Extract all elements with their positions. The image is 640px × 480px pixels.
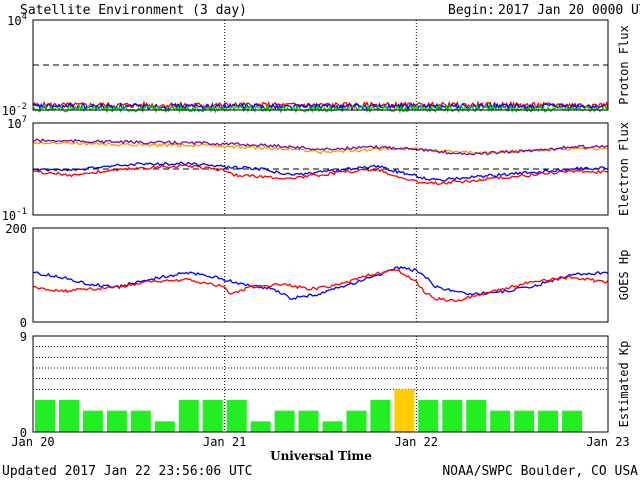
kp-bar [35, 400, 55, 432]
kp-bar [466, 400, 487, 432]
x-tick-label: Jan 22 [395, 435, 438, 449]
series-line [32, 138, 609, 156]
begin-value: 2017 Jan 20 0000 UTC [498, 3, 640, 18]
series-line [32, 266, 609, 301]
y-tick-label: 200 [5, 222, 27, 236]
kp-bar [226, 400, 247, 432]
kp-bar [130, 410, 151, 432]
kp-bar [106, 410, 127, 432]
kp-bar [562, 410, 583, 432]
updated-footer: Updated 2017 Jan 22 23:56:06 UTC [2, 464, 252, 479]
panel-frame [32, 19, 609, 111]
panel-proton-flux: 104 10-2 Proton Flux [2, 12, 631, 118]
y-tick-label: 0 [20, 426, 27, 440]
kp-bar [514, 410, 535, 432]
panel-frame [32, 335, 609, 433]
panel-axis-label: Proton Flux [617, 25, 631, 104]
panel-axis-label: Estimated Kp [617, 341, 631, 428]
x-tick-label: Jan 20 [11, 435, 54, 449]
y-tick-label: 10-1 [2, 207, 27, 223]
kp-bar [322, 421, 343, 432]
kp-bar [442, 400, 463, 432]
panel-axis-label: Electron Flux [617, 122, 631, 216]
kp-bar [154, 421, 175, 432]
y-tick-label: 10-2 [2, 102, 27, 118]
y-tick-label: 104 [7, 12, 27, 28]
panel-axis-label: GOES Hp [617, 250, 631, 301]
chart-title: Satellite Environment (3 day) [20, 3, 247, 18]
begin-label: Begin: [448, 3, 495, 18]
kp-bar [250, 421, 271, 432]
kp-bar [59, 400, 79, 432]
series-line [32, 161, 609, 182]
panel-goes-hp: 200 0 GOES Hp [5, 222, 631, 330]
kp-bar [418, 400, 439, 432]
kp-bar [394, 389, 415, 432]
kp-bar [538, 410, 559, 432]
kp-bar [490, 410, 511, 432]
panels-group: 104 10-2 Proton Flux 107 10-1 Electron Flux 20… [2, 12, 631, 440]
kp-bar [178, 400, 199, 432]
y-tick-label: 0 [20, 316, 27, 330]
x-axis-label: Universal Time [270, 449, 372, 463]
kp-bar [346, 410, 367, 432]
kp-bar [274, 410, 295, 432]
y-tick-label: 107 [7, 115, 27, 131]
series-line [32, 141, 609, 155]
panel-frame [32, 122, 609, 216]
panel-estimated-kp: 9 0 Estimated Kp [20, 330, 631, 440]
x-tick-label: Jan 23 [586, 435, 629, 449]
agency-footer: NOAA/SWPC Boulder, CO USA [442, 464, 638, 479]
kp-bar [202, 400, 223, 432]
kp-bar [370, 400, 391, 432]
panel-electron-flux: 107 10-1 Electron Flux [2, 115, 631, 223]
panel-frame [32, 227, 609, 323]
y-tick-label: 9 [20, 330, 27, 344]
series-line [32, 163, 609, 185]
series-line [32, 103, 609, 114]
kp-bar [82, 410, 103, 432]
series-line [32, 269, 609, 303]
kp-bar [298, 410, 319, 432]
time-axis-labels: Jan 20 Jan 21 Jan 22 Jan 23 [11, 435, 629, 449]
x-tick-label: Jan 21 [203, 435, 246, 449]
